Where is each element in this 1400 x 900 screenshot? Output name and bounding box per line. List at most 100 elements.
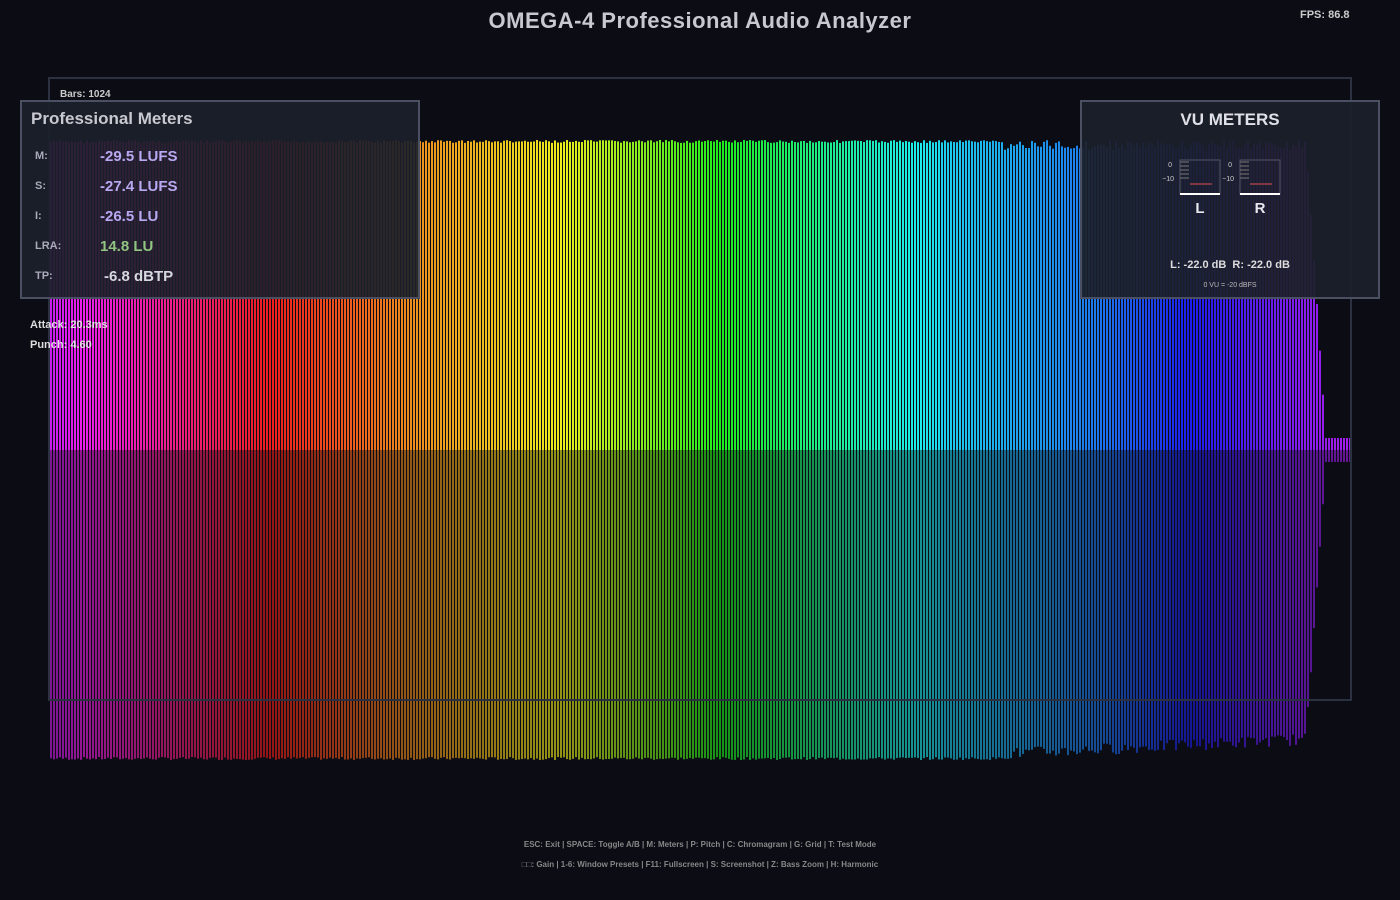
spectrum-reflection xyxy=(332,450,334,759)
spectrum-reflection xyxy=(737,450,739,758)
spectrum-reflection xyxy=(599,450,601,759)
meter-value: -6.8 dBTP xyxy=(104,268,174,285)
channel-label: R xyxy=(1255,200,1266,217)
spectrum-reflection xyxy=(1202,450,1204,740)
spectrum-bar xyxy=(506,140,508,450)
spectrum-reflection xyxy=(1106,450,1108,744)
vu-box xyxy=(1239,159,1281,195)
spectrum-reflection xyxy=(674,450,676,758)
spectrum-reflection xyxy=(341,450,343,758)
spectrum-bar xyxy=(551,142,553,450)
spectrum-reflection xyxy=(422,450,424,759)
spectrum-bar xyxy=(1046,140,1048,450)
spectrum-reflection xyxy=(269,450,271,759)
spectrum-bar xyxy=(1283,148,1285,450)
spectrum-bar xyxy=(536,140,538,450)
spectrum-reflection xyxy=(245,450,247,760)
spectrum-reflection xyxy=(392,450,394,760)
spectrum-reflection xyxy=(758,450,760,759)
spectrum-bar xyxy=(464,142,466,450)
spectrum-reflection xyxy=(1064,450,1066,749)
spectrum-reflection xyxy=(926,450,928,758)
spectrum-bar xyxy=(989,141,991,451)
spectrum-reflection xyxy=(308,450,310,758)
spectrum-bar xyxy=(992,140,994,450)
meter-value: 14.8 LU xyxy=(100,238,154,255)
spectrum-reflection xyxy=(728,450,730,759)
spectrum-reflection xyxy=(1343,450,1345,462)
spectrum-reflection xyxy=(755,450,757,760)
spectrum-reflection xyxy=(827,450,829,758)
spectrum-reflection xyxy=(1148,450,1150,750)
spectrum-reflection xyxy=(983,450,985,760)
vu-readout: L: -22.0 dB R: -22.0 dB xyxy=(1170,259,1290,271)
spectrum-reflection xyxy=(965,450,967,759)
spectrum-reflection xyxy=(968,450,970,760)
spectrum-reflection xyxy=(212,450,214,758)
spectrum-reflection xyxy=(1214,450,1216,742)
spectrum-reflection xyxy=(287,450,289,758)
spectrum-reflection xyxy=(560,450,562,758)
spectrum-reflection xyxy=(110,450,112,759)
spectrum-reflection xyxy=(839,450,841,760)
vu-box xyxy=(1179,159,1221,195)
spectrum-bar xyxy=(434,142,436,450)
shortcuts: ESC: Exit | SPACE: Toggle A/B | M: Meter… xyxy=(523,840,877,849)
spectrum-bar xyxy=(785,141,787,450)
spectrum-reflection xyxy=(581,450,583,758)
spectrum-reflection xyxy=(509,450,511,758)
spectrum-bar xyxy=(512,142,514,450)
spectrum-reflection xyxy=(431,450,433,758)
spectrum-reflection xyxy=(995,450,997,759)
spectrum-reflection xyxy=(785,450,787,758)
spectrum-reflection xyxy=(824,450,826,760)
spectrum-reflection xyxy=(404,450,406,760)
spectrum-reflection xyxy=(776,450,778,760)
spectrum-bar xyxy=(1334,438,1336,450)
spectrum-reflection xyxy=(782,450,784,758)
spectrum-reflection xyxy=(533,450,535,760)
spectrum-reflection xyxy=(911,450,913,758)
spectrum-bar xyxy=(443,141,445,450)
spectrum-reflection xyxy=(206,450,208,760)
spectrum-reflection xyxy=(1325,450,1327,462)
spectrum-bar xyxy=(791,140,793,450)
spectrum-reflection xyxy=(854,450,856,760)
spectrum-reflection xyxy=(713,450,715,760)
spectrum-reflection xyxy=(116,450,118,758)
spectrum-bar xyxy=(818,141,820,450)
spectrum-bar xyxy=(800,141,802,450)
spectrum-reflection xyxy=(449,450,451,760)
spectrum-reflection xyxy=(740,450,742,760)
spectrum-reflection xyxy=(1271,450,1273,737)
spectrum-reflection xyxy=(215,450,217,758)
spectrum-bar xyxy=(590,140,592,450)
spectrum-reflection xyxy=(317,450,319,758)
spectrum-reflection xyxy=(905,450,907,759)
spectrum-bar xyxy=(959,140,961,450)
spectrum-bar xyxy=(485,140,487,451)
spectrum-reflection xyxy=(158,450,160,758)
spectrum-reflection xyxy=(902,450,904,758)
spectrum-reflection xyxy=(473,450,475,759)
spectrum-reflection xyxy=(1316,450,1318,588)
spectrum-reflection xyxy=(632,450,634,759)
spectrum-reflection xyxy=(935,450,937,758)
spectrum-reflection xyxy=(704,450,706,759)
spectrum-bar xyxy=(623,141,625,450)
spectrum-reflection xyxy=(272,450,274,758)
spectrum-reflection xyxy=(1103,450,1105,744)
spectrum-reflection xyxy=(299,450,301,758)
spectrum-bar xyxy=(839,142,841,450)
spectrum-bar xyxy=(833,142,835,450)
spectrum-reflection xyxy=(797,450,799,759)
spectrum-reflection xyxy=(1247,450,1249,737)
spectrum-bar xyxy=(1019,141,1021,450)
spectrum-reflection xyxy=(1292,450,1294,735)
spectrum-bar xyxy=(731,142,733,450)
spectrum-bar xyxy=(830,142,832,450)
spectrum-reflection xyxy=(1157,450,1159,750)
spectrum-bar xyxy=(689,142,691,450)
spectrum-bar xyxy=(1061,146,1063,450)
spectrum-reflection xyxy=(1235,450,1237,748)
